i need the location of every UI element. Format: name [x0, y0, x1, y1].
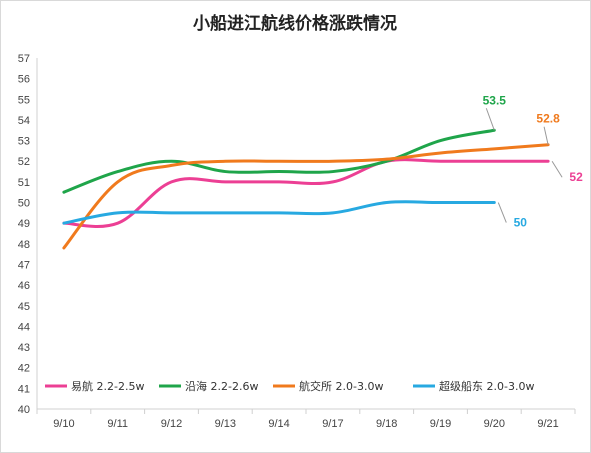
y-tick-label: 42 [18, 363, 30, 375]
x-tick-label: 9/11 [107, 418, 128, 430]
end-label-leader [485, 108, 495, 131]
x-tick-label: 9/20 [484, 418, 505, 430]
end-label-leader [543, 126, 549, 145]
legend-label: 沿海 2.2-2.6w [185, 379, 258, 393]
series-line [62, 128, 496, 194]
y-tick-label: 51 [18, 177, 30, 189]
y-tick-label: 50 [18, 198, 30, 210]
y-tick-label: 40 [18, 404, 30, 416]
legend: 易航 2.2-2.5w 沿海 2.2-2.6w 航交所 2.0-3.0w 超级船东 2… [45, 379, 534, 393]
end-label-leader [497, 202, 507, 223]
series-line [62, 143, 550, 250]
y-tick-label: 44 [18, 321, 30, 333]
y-tick-label: 41 [18, 383, 30, 395]
x-tick-label: 9/14 [268, 418, 289, 430]
x-tick-label: 9/17 [322, 418, 343, 430]
x-tick-label: 9/10 [53, 418, 74, 430]
end-label: 53.5 [483, 93, 507, 107]
chart-title: 小船进江航线价格涨跌情况 [193, 13, 397, 34]
y-tick-label: 45 [18, 301, 30, 313]
legend-label: 易航 2.2-2.5w [71, 379, 144, 393]
legend-label: 超级船东 2.0-3.0w [439, 379, 534, 393]
y-tick-label: 52 [18, 156, 30, 168]
x-tick-label: 9/13 [215, 418, 236, 430]
end-label: 52.8 [536, 112, 560, 126]
end-label-leader [551, 160, 563, 178]
series-line [62, 200, 496, 225]
y-tick-label: 53 [18, 136, 30, 148]
y-tick-label: 47 [18, 259, 30, 271]
end-label: 52 [569, 170, 583, 184]
x-tick-label: 9/12 [161, 418, 182, 430]
y-tick-label: 49 [18, 218, 30, 230]
legend-label: 航交所 2.0-3.0w [299, 379, 383, 393]
y-tick-label: 56 [18, 74, 30, 86]
end-labels: 52 53.5 52.8 50 [483, 93, 583, 229]
y-axis: 40 41 42 43 44 45 46 47 48 49 50 51 52 53 54 55 56 57 [18, 53, 38, 416]
y-tick-label: 43 [18, 342, 30, 354]
y-tick-label: 57 [18, 53, 30, 65]
x-tick-label: 9/21 [537, 418, 558, 430]
x-tick-label: 9/18 [376, 418, 397, 430]
series-layer [62, 128, 550, 250]
end-label: 50 [514, 216, 528, 230]
y-tick-label: 55 [18, 94, 30, 106]
x-axis: 9/10 9/11 9/12 9/13 9/14 9/17 9/18 9/19 9/20 9/21 [36, 408, 576, 430]
y-tick-label: 48 [18, 239, 30, 251]
x-tick-label: 9/19 [430, 418, 451, 430]
series-line [62, 158, 550, 228]
y-tick-label: 54 [18, 115, 30, 127]
y-tick-label: 46 [18, 280, 30, 292]
